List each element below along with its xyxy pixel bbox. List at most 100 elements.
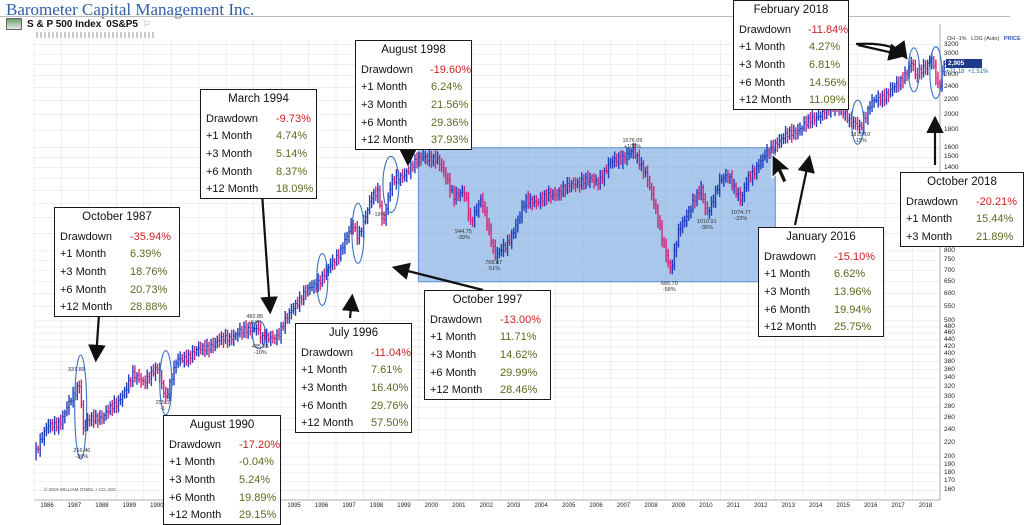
callout-row-m1: +1 Month 6.39%	[55, 246, 179, 264]
symbol-row: S & P 500 Index 0S&P5 ⚐	[6, 17, 151, 31]
callout-title: February 2018	[753, 4, 829, 16]
annotation-value: 255.1	[155, 399, 170, 406]
row-value: -15.10%	[834, 250, 875, 263]
row-value: 4.74%	[276, 130, 308, 143]
row-label: +6 Month	[206, 165, 253, 178]
callout-1987: October 1987 Drawdown -35.94% +1 Month 6.39%…	[54, 207, 180, 317]
copyright-text: © 2019 WILLIAM O'NEIL + CO. INC.	[44, 487, 118, 492]
price-annotation: 482.85 +64%	[246, 314, 263, 326]
row-value: -13.00%	[500, 313, 541, 326]
callout-title: March 1994	[228, 93, 289, 105]
x-tick-label: 2015	[836, 503, 850, 509]
annotation-change: +64%	[247, 320, 262, 327]
annotation-change: -36%	[700, 225, 713, 232]
callout-row-drawdown: Drawdown -9.73%	[201, 110, 316, 128]
annotation-value: 1810.10	[850, 132, 871, 139]
y-tick-label: 260	[944, 414, 955, 422]
row-label: Drawdown	[764, 250, 816, 263]
x-tick-label: 2009	[671, 503, 686, 509]
row-label: +1 Month	[206, 130, 253, 143]
row-value: 29.99%	[500, 366, 538, 379]
callout-row-drawdown: Drawdown -19.60%	[356, 61, 471, 79]
price-annotation: 1074.77 -32%	[731, 210, 751, 222]
row-label: +3 Month	[430, 348, 477, 361]
log-scale-label[interactable]: LOG (Auto)	[971, 36, 1000, 42]
row-label: +1 Month	[301, 364, 348, 377]
callout-row-m6: +6 Month 20.73%	[55, 281, 179, 299]
callout-title: October 1997	[452, 294, 523, 306]
row-label: +6 Month	[739, 76, 786, 89]
x-tick-label: 1998	[369, 503, 384, 509]
callout-row-drawdown: Drawdown -35.94%	[55, 228, 179, 246]
price-annotation: 255.1 -1	[156, 400, 170, 412]
row-value: 6.62%	[834, 268, 866, 281]
row-label: Drawdown	[206, 112, 258, 125]
callout-row-m1: +1 Month 15.44%	[901, 211, 1023, 229]
y-tick-label: 200	[944, 453, 955, 461]
callout-row-m1: +1 Month 4.74%	[201, 128, 316, 146]
callout-1996: July 1996 Drawdown -11.04% +1 Month 7.61% +3 …	[295, 323, 412, 433]
row-value: 57.50%	[371, 417, 409, 430]
callout-row-m3: +3 Month 14.62%	[425, 346, 550, 364]
callout-row-m3: +3 Month 13.96%	[759, 283, 883, 301]
correction-ellipse	[351, 202, 365, 264]
row-label: +1 Month	[739, 41, 786, 54]
flag-icon[interactable]: ⚐	[142, 18, 152, 29]
x-tick-label: 1988	[95, 503, 109, 509]
row-label: +3 Month	[361, 98, 408, 111]
y-tick-label: 1400	[944, 163, 959, 171]
row-value: 15.44%	[976, 213, 1014, 226]
row-value: 29.76%	[371, 399, 409, 412]
y-tick-label: 420	[944, 342, 955, 350]
sideways-market-region	[417, 147, 776, 283]
row-value: 14.62%	[500, 348, 538, 361]
y-tick-label: 3200	[944, 40, 959, 48]
y-tick-label: 440	[944, 335, 955, 343]
row-value: 5.24%	[239, 473, 271, 486]
price-label[interactable]: PRICE	[1003, 36, 1021, 42]
annotation-value: 768.67	[485, 259, 503, 266]
row-value: 28.88%	[130, 301, 168, 314]
x-tick-label: 2007	[616, 503, 631, 509]
y-tick-label: 600	[944, 289, 955, 297]
x-tick-label: 2003	[507, 503, 521, 509]
row-label: +3 Month	[739, 58, 786, 71]
callout-1998: August 1998 Drawdown -19.60% +1 Month 6.24% +…	[355, 40, 472, 150]
callout-row-m1: +1 Month -0.04%	[164, 454, 280, 472]
row-label: +1 Month	[430, 331, 477, 344]
callout-row-m12: +12 Month 11.09%	[734, 91, 848, 109]
row-label: +12 Month	[169, 509, 222, 522]
row-label: +12 Month	[301, 417, 354, 430]
annotation-change: +105%	[623, 143, 642, 150]
price-annotation: 944.75 -39%	[455, 229, 472, 241]
annotation-change: -51%	[487, 265, 501, 272]
toolbar-strip	[36, 32, 156, 38]
callout-row-m3: +3 Month 21.56%	[356, 96, 471, 114]
callout-title: July 1996	[328, 327, 379, 339]
correction-ellipse	[74, 354, 88, 460]
y-tick-label: 500	[944, 316, 955, 324]
chart-thumbnail-icon[interactable]	[6, 18, 22, 30]
annotation-value: 482.85	[246, 314, 264, 321]
x-tick-label: 2018	[918, 503, 933, 509]
row-value: 21.89%	[976, 230, 1014, 243]
price-annotation: 435.86 -10%	[252, 344, 269, 356]
change-percent: +2.51%	[967, 69, 989, 75]
row-value: -35.94%	[130, 230, 171, 243]
row-value: 18.76%	[130, 265, 168, 278]
row-value: 8.37%	[276, 165, 308, 178]
x-tick-label: 2014	[809, 503, 823, 509]
annotation-change: -1	[160, 405, 166, 412]
callout-row-m6: +6 Month 19.89%	[164, 489, 280, 507]
callout-row-m1: +1 Month 6.62%	[759, 266, 883, 284]
row-label: +1 Month	[60, 248, 107, 261]
row-label: Drawdown	[906, 195, 958, 208]
callout-row-m12: +12 Month 18.09%	[201, 180, 316, 198]
row-label: +3 Month	[169, 473, 216, 486]
row-label: +6 Month	[169, 491, 216, 504]
price-annotation: 666.79 -58%	[661, 281, 678, 293]
annotation-value: 1010.91	[696, 219, 717, 226]
callout-arrow	[260, 192, 278, 315]
price-annotation: 216.46 -36%	[73, 448, 90, 460]
callout-arrow	[855, 40, 908, 60]
